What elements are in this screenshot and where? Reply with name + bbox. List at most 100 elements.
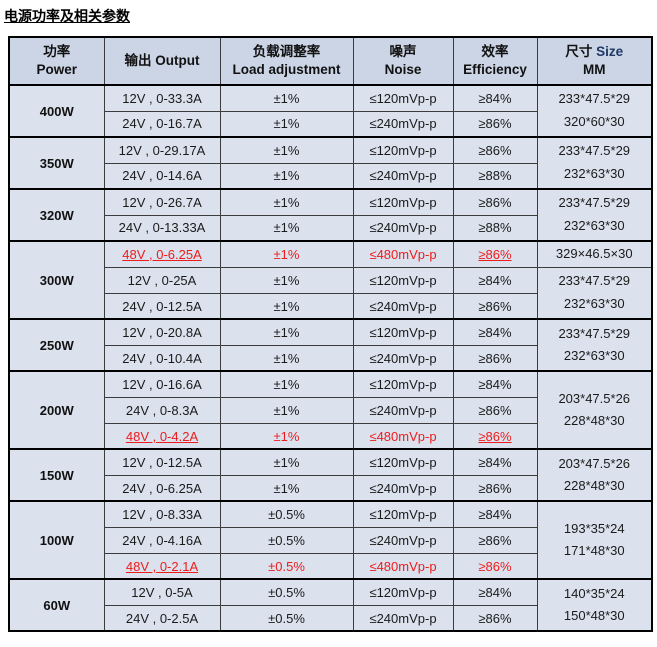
size-line: 233*47.5*29 [558,325,631,341]
noise-cell: ≤120mVp-p [352,136,454,164]
noise-cell: ≤240mVp-p [352,162,454,190]
power-cell: 60W [8,578,105,632]
efficiency-cell: ≥88% [452,162,538,190]
output-cell: 24V , 0-8.3A [103,396,221,424]
output-cell: 48V , 0-4.2A [103,422,221,450]
noise-cell: ≤480mVp-p [352,422,454,450]
load-adjustment-cell: ±1% [219,136,354,164]
size-cell: 233*47.5*29 232*63*30 [536,266,653,320]
size-line: 329×46.5×30 [555,246,633,261]
output-cell: 24V , 0-16.7A [103,110,221,138]
load-adjustment-cell: ±1% [219,344,354,372]
noise-cell: ≤120mVp-p [352,266,454,294]
efficiency-cell: ≥84% [452,448,538,476]
noise-cell: ≤240mVp-p [352,110,454,138]
load-adjustment-cell: ±1% [219,318,354,346]
size-cell: 203*47.5*26 228*48*30 [536,370,653,450]
output-cell: 12V , 0-25A [103,266,221,294]
efficiency-cell: ≥84% [452,266,538,294]
output-cell: 48V , 0-6.25A [103,239,221,268]
table-row: 24V , 0-2.5A ±0.5% ≤240mVp-p ≥86% [9,604,652,632]
noise-cell: ≤240mVp-p [352,526,454,554]
noise-cell: ≤120mVp-p [352,448,454,476]
efficiency-cell: ≥84% [452,370,538,398]
size-line: 228*48*30 [563,413,625,429]
table-row: 12V , 0-25A ±1% ≤120mVp-p ≥84% 233*47.5*29 23… [9,266,653,320]
load-adjustment-cell: ±1% [219,162,354,190]
load-adjustment-cell: ±1% [219,266,354,294]
size-line: 232*63*30 [563,296,625,311]
power-cell: 200W [8,370,105,450]
load-adjustment-cell: ±0.5% [219,552,354,580]
load-adjustment-cell: ±1% [219,292,354,320]
efficiency-cell: ≥88% [452,214,538,242]
size-line: 203*47.5*26 [558,390,631,406]
efficiency-cell: ≥86% [452,552,538,580]
load-adjustment-cell: ±1% [219,474,354,502]
output-cell: 12V , 0-8.33A [103,500,221,528]
noise-cell: ≤120mVp-p [352,370,454,398]
size-line: 228*48*30 [563,478,625,494]
output-cell: 24V , 0-6.25A [103,474,221,502]
efficiency-cell: ≥86% [452,292,538,320]
efficiency-cell: ≥84% [452,318,538,346]
table-row: 48V , 0-4.2A ±1% ≤480mVp-p ≥86% [9,422,652,450]
table-row: 24V , 0-4.16A ±0.5% ≤240mVp-p ≥86% [9,526,652,554]
size-line: 150*48*30 [563,608,625,624]
size-line: 233*47.5*29 [558,91,631,107]
efficiency-cell: ≥86% [452,188,538,216]
efficiency-cell: ≥86% [452,239,538,268]
output-cell: 24V , 0-2.5A [103,604,221,632]
table-row: 24V , 0-12.5A ±1% ≤240mVp-p ≥86% [9,292,652,320]
power-cell: 320W [8,188,105,242]
output-cell: 24V , 0-4.16A [103,526,221,554]
output-cell: 12V , 0-29.17A [103,136,221,164]
size-line: 232*63*30 [563,348,625,364]
output-cell: 24V , 0-12.5A [103,292,221,320]
load-adjustment-cell: ±1% [219,396,354,424]
load-adjustment-cell: ±1% [219,214,354,242]
load-adjustment-cell: ±1% [219,110,354,138]
power-cell: 350W [8,136,105,190]
page-title: 电源功率及相关参数 [4,8,130,24]
header-cell-noise: 噪声 Noise [352,36,454,86]
load-adjustment-cell: ±0.5% [219,500,354,528]
noise-cell: ≤480mVp-p [352,552,454,580]
noise-cell: ≤480mVp-p [352,239,454,268]
efficiency-cell: ≥86% [452,396,538,424]
header-cell-load-adjustment: 负载调整率 Load adjustment [219,36,354,86]
header-cell-efficiency: 效率 Efficiency [452,36,538,86]
size-cell: 329×46.5×30 [536,239,653,268]
table-row: 24V , 0-14.6A ±1% ≤240mVp-p ≥88% [9,162,652,190]
efficiency-cell: ≥84% [452,84,538,112]
size-line: 171*48*30 [563,543,625,559]
size-line: 233*47.5*29 [558,143,631,159]
load-adjustment-cell: ±1% [219,239,354,268]
table-row: 24V , 0-8.3A ±1% ≤240mVp-p ≥86% [9,396,652,424]
output-cell: 24V , 0-10.4A [103,344,221,372]
noise-cell: ≤120mVp-p [352,500,454,528]
noise-cell: ≤240mVp-p [352,344,454,372]
load-adjustment-cell: ±1% [219,188,354,216]
table-row: 320W 12V , 0-26.7A ±1% ≤120mVp-p ≥86% 233*47.… [8,188,653,242]
size-line: 320*60*30 [563,114,625,129]
noise-cell: ≤240mVp-p [352,214,454,242]
load-adjustment-cell: ±1% [219,84,354,112]
power-params-table: 功率 Power 输出 Output 负载调整率 Load adjustment 噪声 No… [8,36,653,633]
noise-cell: ≤120mVp-p [352,84,454,112]
output-cell: 12V , 0-12.5A [103,448,221,476]
output-cell: 12V , 0-26.7A [103,188,221,216]
size-cell: 193*35*24 171*48*30 [536,500,653,580]
output-cell: 12V , 0-5A [103,578,221,606]
load-adjustment-cell: ±1% [219,422,354,450]
table-row: 100W 12V , 0-8.33A ±0.5% ≤120mVp-p ≥84% 193*3… [8,500,653,580]
size-line: 232*63*30 [563,166,625,181]
noise-cell: ≤120mVp-p [352,188,454,216]
load-adjustment-cell: ±0.5% [219,526,354,554]
table-row: 250W 12V , 0-20.8A ±1% ≤120mVp-p ≥84% 233*47.… [8,318,653,372]
size-line: 193*35*24 [563,520,625,536]
table-row: 24V , 0-13.33A ±1% ≤240mVp-p ≥88% [9,214,652,242]
size-line: 140*35*24 [563,585,625,601]
table-row: 150W 12V , 0-12.5A ±1% ≤120mVp-p ≥84% 203*47.… [8,448,653,502]
efficiency-cell: ≥84% [452,578,538,606]
